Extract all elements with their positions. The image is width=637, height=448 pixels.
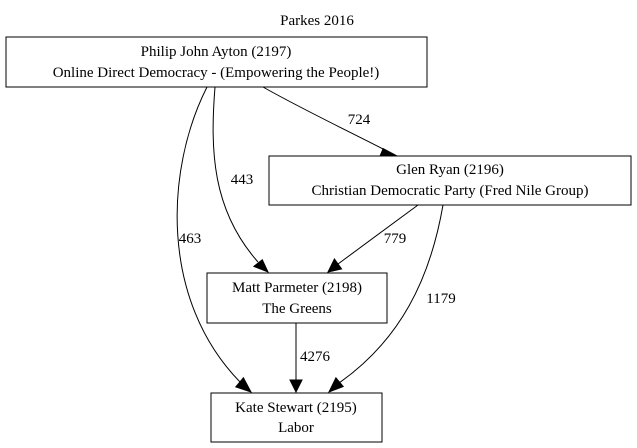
- node-ayton: Philip John Ayton (2197) Online Direct D…: [5, 36, 428, 88]
- node-ayton-party: Online Direct Democracy - (Empowering th…: [53, 65, 380, 81]
- edge-ryan-to-parmeter-line: [337, 204, 419, 265]
- diagram-title: Parkes 2016: [280, 13, 354, 29]
- edge-ayton-to-stewart-arrowhead: [234, 376, 253, 393]
- node-ryan: Glen Ryan (2196) Christian Democratic Pa…: [268, 155, 632, 206]
- edge-ayton-to-parmeter-line: [212, 86, 259, 263]
- edge-ayton-to-ryan: 724: [262, 86, 398, 157]
- node-parmeter-party: The Greens: [262, 301, 332, 317]
- edge-ayton-to-parmeter: 443: [212, 86, 269, 273]
- node-stewart: Kate Stewart (2195) Labor: [210, 392, 383, 443]
- edge-ayton-to-stewart: 463: [176, 86, 253, 393]
- edge-ayton-to-parmeter-arrowhead: [252, 259, 269, 273]
- node-ryan-party: Christian Democratic Party (Fred Nile Gr…: [311, 183, 588, 199]
- edge-ayton-to-ryan-arrowhead: [379, 147, 398, 157]
- edge-ryan-to-parmeter-label: 779: [384, 231, 407, 247]
- node-stewart-box: [210, 392, 383, 443]
- node-parmeter-box: [206, 272, 388, 324]
- node-stewart-name: Kate Stewart (2195): [235, 400, 357, 416]
- edge-ryan-to-stewart: 1179: [327, 204, 456, 393]
- edge-ryan-to-stewart-label: 1179: [426, 291, 455, 307]
- edge-parmeter-to-stewart-label: 4276: [300, 349, 331, 365]
- edge-ayton-to-ryan-line: [262, 86, 386, 151]
- node-ayton-name: Philip John Ayton (2197): [141, 44, 292, 60]
- node-ryan-box: [268, 155, 632, 206]
- node-parmeter: Matt Parmeter (2198) The Greens: [206, 272, 388, 324]
- edge-ayton-to-parmeter-label: 443: [231, 172, 254, 188]
- edge-ryan-to-parmeter: 779: [327, 204, 419, 273]
- node-parmeter-name: Matt Parmeter (2198): [232, 280, 362, 296]
- node-ryan-name: Glen Ryan (2196): [396, 162, 504, 178]
- edge-ryan-to-stewart-arrowhead: [327, 376, 345, 393]
- node-stewart-party: Labor: [278, 420, 314, 436]
- edge-parmeter-to-stewart: 4276: [289, 323, 331, 394]
- node-ayton-box: [5, 36, 428, 88]
- edge-ayton-to-ryan-label: 724: [348, 112, 371, 128]
- edge-ayton-to-stewart-label: 463: [179, 231, 202, 247]
- edge-ryan-to-parmeter-arrowhead: [327, 258, 343, 273]
- edge-ryan-to-stewart-line: [338, 204, 444, 384]
- edge-parmeter-to-stewart-arrowhead: [289, 379, 303, 394]
- edge-ayton-to-stewart-line: [176, 86, 241, 383]
